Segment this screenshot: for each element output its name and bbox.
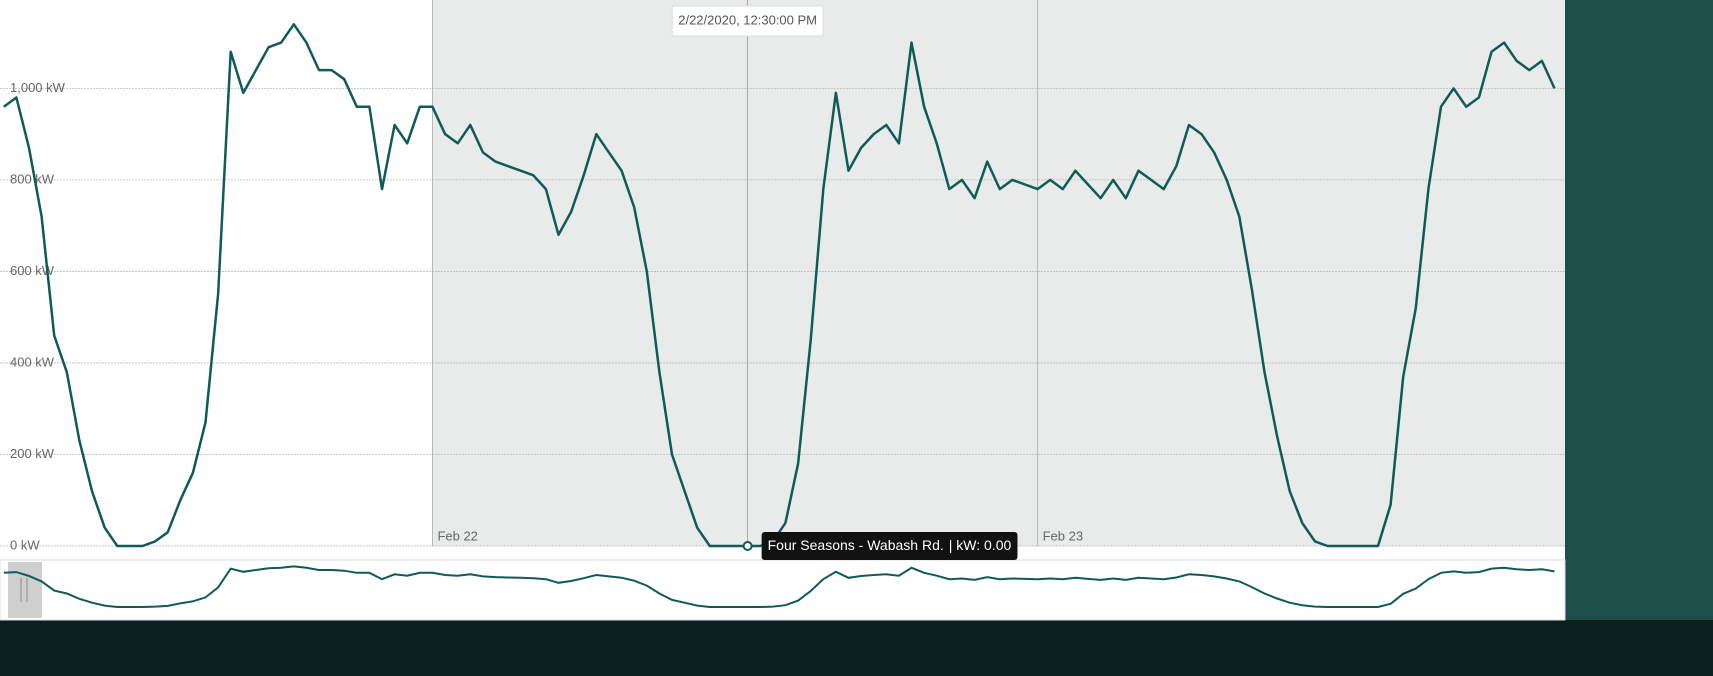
tooltip-header-box xyxy=(671,5,824,37)
tooltip-text: Four Seasons - Wabash Rd. | kW: 0.00 xyxy=(768,537,1012,553)
tooltip-header: 2/22/2020, 12:30:00 PM xyxy=(678,12,817,27)
tooltip-series: Four Seasons - Wabash Rd. xyxy=(768,537,944,553)
tooltip-point xyxy=(742,541,753,551)
y-tick-label: 0 kW xyxy=(10,537,40,552)
tooltip-value: | kW: 0.00 xyxy=(949,537,1012,553)
navigator-line xyxy=(3,565,1555,608)
right-border xyxy=(1565,0,1713,620)
y-tick-label: 200 kW xyxy=(10,446,55,461)
shaded-region xyxy=(432,0,1566,546)
navigator[interactable] xyxy=(0,559,1566,621)
y-tick-label: 1,000 kW xyxy=(10,80,66,95)
navigator-handle[interactable] xyxy=(8,562,42,618)
x-tick-label: Feb 22 xyxy=(437,528,477,543)
x-tick-label: Feb 23 xyxy=(1043,528,1083,543)
tooltip-box xyxy=(761,532,1018,560)
y-tick-label: 400 kW xyxy=(10,354,55,369)
y-tick-label: 600 kW xyxy=(10,263,55,278)
y-tick-label: 800 kW xyxy=(10,171,55,186)
